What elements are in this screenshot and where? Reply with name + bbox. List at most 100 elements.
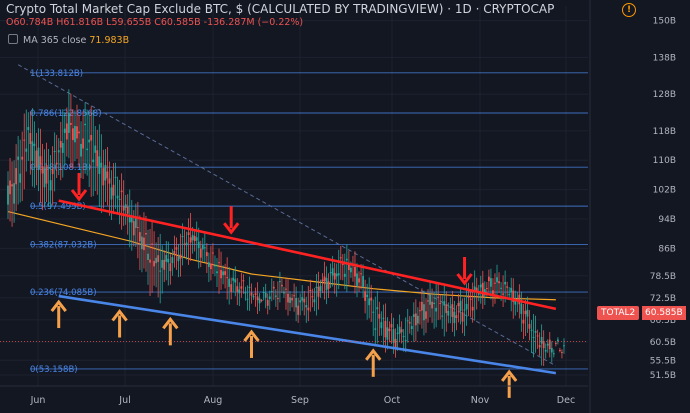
candle-body xyxy=(479,284,482,288)
checkbox-icon[interactable] xyxy=(8,34,18,44)
ma-legend[interactable]: MA 365 close 71.983B xyxy=(8,34,129,46)
ma-label: MA 365 close xyxy=(23,35,87,46)
candle-body xyxy=(520,303,523,314)
up-arrow-head xyxy=(243,329,260,342)
candle-body xyxy=(13,183,15,204)
candle-body xyxy=(356,273,358,286)
up-arrow-head xyxy=(50,299,67,312)
candle-body xyxy=(86,148,89,151)
candle-body xyxy=(546,343,549,346)
candle-body xyxy=(315,286,318,288)
candle-body xyxy=(518,294,521,305)
candle-body xyxy=(236,286,239,292)
candle-body xyxy=(343,273,346,277)
candle-body xyxy=(167,258,170,263)
candle-body xyxy=(72,128,74,141)
candle-body xyxy=(552,353,555,355)
candle-body xyxy=(122,206,125,211)
x-tick-label: Oct xyxy=(384,395,401,406)
candle-body xyxy=(7,185,9,205)
candle-body xyxy=(228,278,231,287)
candle-body xyxy=(435,307,438,312)
candle-body xyxy=(321,279,324,282)
y-tick-label: 55.5B xyxy=(650,356,676,366)
down-arrow-head xyxy=(456,273,473,286)
candle-body xyxy=(191,235,194,241)
candle-body xyxy=(423,304,425,321)
x-tick-label: Dec xyxy=(557,395,575,406)
candle-body xyxy=(449,306,452,308)
candle-body xyxy=(187,232,190,236)
dashed-trendline xyxy=(17,64,557,367)
candle-body xyxy=(268,296,271,300)
candle-body xyxy=(311,296,314,298)
candle-body xyxy=(203,247,206,249)
candle-body xyxy=(281,284,283,287)
x-tick-label: Aug xyxy=(204,395,223,406)
candle-body xyxy=(216,271,218,274)
candle-body xyxy=(151,243,153,245)
candle-body xyxy=(15,168,18,185)
candle-body xyxy=(360,273,362,275)
candle-body xyxy=(425,311,427,319)
candle-body xyxy=(510,287,513,293)
candle-body xyxy=(218,262,220,264)
candle-body xyxy=(463,309,466,311)
candle-body xyxy=(457,303,460,307)
y-tick-label: 86B xyxy=(658,244,676,254)
candle-body xyxy=(429,294,431,305)
candle-body xyxy=(80,143,82,157)
candle-body xyxy=(465,303,468,310)
candle-body xyxy=(65,123,68,140)
candle-body xyxy=(207,262,210,267)
candle-body xyxy=(175,247,178,250)
candle-body xyxy=(169,263,172,272)
candle-body xyxy=(532,336,535,338)
y-tick-label: 138B xyxy=(653,53,676,63)
candle-body xyxy=(102,168,105,186)
candle-body xyxy=(319,285,322,292)
candle-body xyxy=(197,241,200,249)
candle-body xyxy=(542,341,545,349)
candle-body xyxy=(57,150,60,153)
candle-body xyxy=(305,305,308,308)
candle-body xyxy=(262,292,265,294)
candle-body xyxy=(258,298,261,304)
candle-body xyxy=(173,250,176,255)
candle-body xyxy=(147,253,149,260)
ohlc-readout: O60.784B H61.816B L59.655B C60.585B -136… xyxy=(6,17,304,28)
candle-body xyxy=(354,266,356,277)
y-tick-label: 118B xyxy=(653,127,676,137)
candle-body xyxy=(210,263,212,270)
candle-body xyxy=(212,252,214,254)
x-tick-label: Jul xyxy=(118,395,130,406)
candle-body xyxy=(149,259,151,263)
candle-body xyxy=(51,168,54,175)
candle-body xyxy=(433,302,436,304)
candle-body xyxy=(193,236,196,242)
candle-body xyxy=(199,248,202,258)
candle-body xyxy=(76,126,78,139)
candle-body xyxy=(250,292,253,296)
candle-body xyxy=(431,301,433,309)
candle-body xyxy=(130,216,133,223)
candle-body xyxy=(161,259,164,268)
candle-body xyxy=(31,141,34,161)
candle-body xyxy=(246,298,249,300)
alert-icon[interactable]: ! xyxy=(622,3,636,17)
candle-body xyxy=(63,128,66,133)
candle-body xyxy=(153,260,155,267)
candle-body xyxy=(301,297,304,301)
candle-body xyxy=(179,254,182,259)
candle-body xyxy=(138,232,141,242)
candle-body xyxy=(276,297,279,300)
candle-body xyxy=(459,300,462,311)
candle-body xyxy=(100,162,103,168)
candle-body xyxy=(78,131,80,134)
down-arrow-head xyxy=(70,189,88,202)
candle-body xyxy=(124,204,127,208)
candle-body xyxy=(390,323,393,328)
ma-value: 71.983B xyxy=(89,35,130,46)
candle-body xyxy=(17,156,20,160)
